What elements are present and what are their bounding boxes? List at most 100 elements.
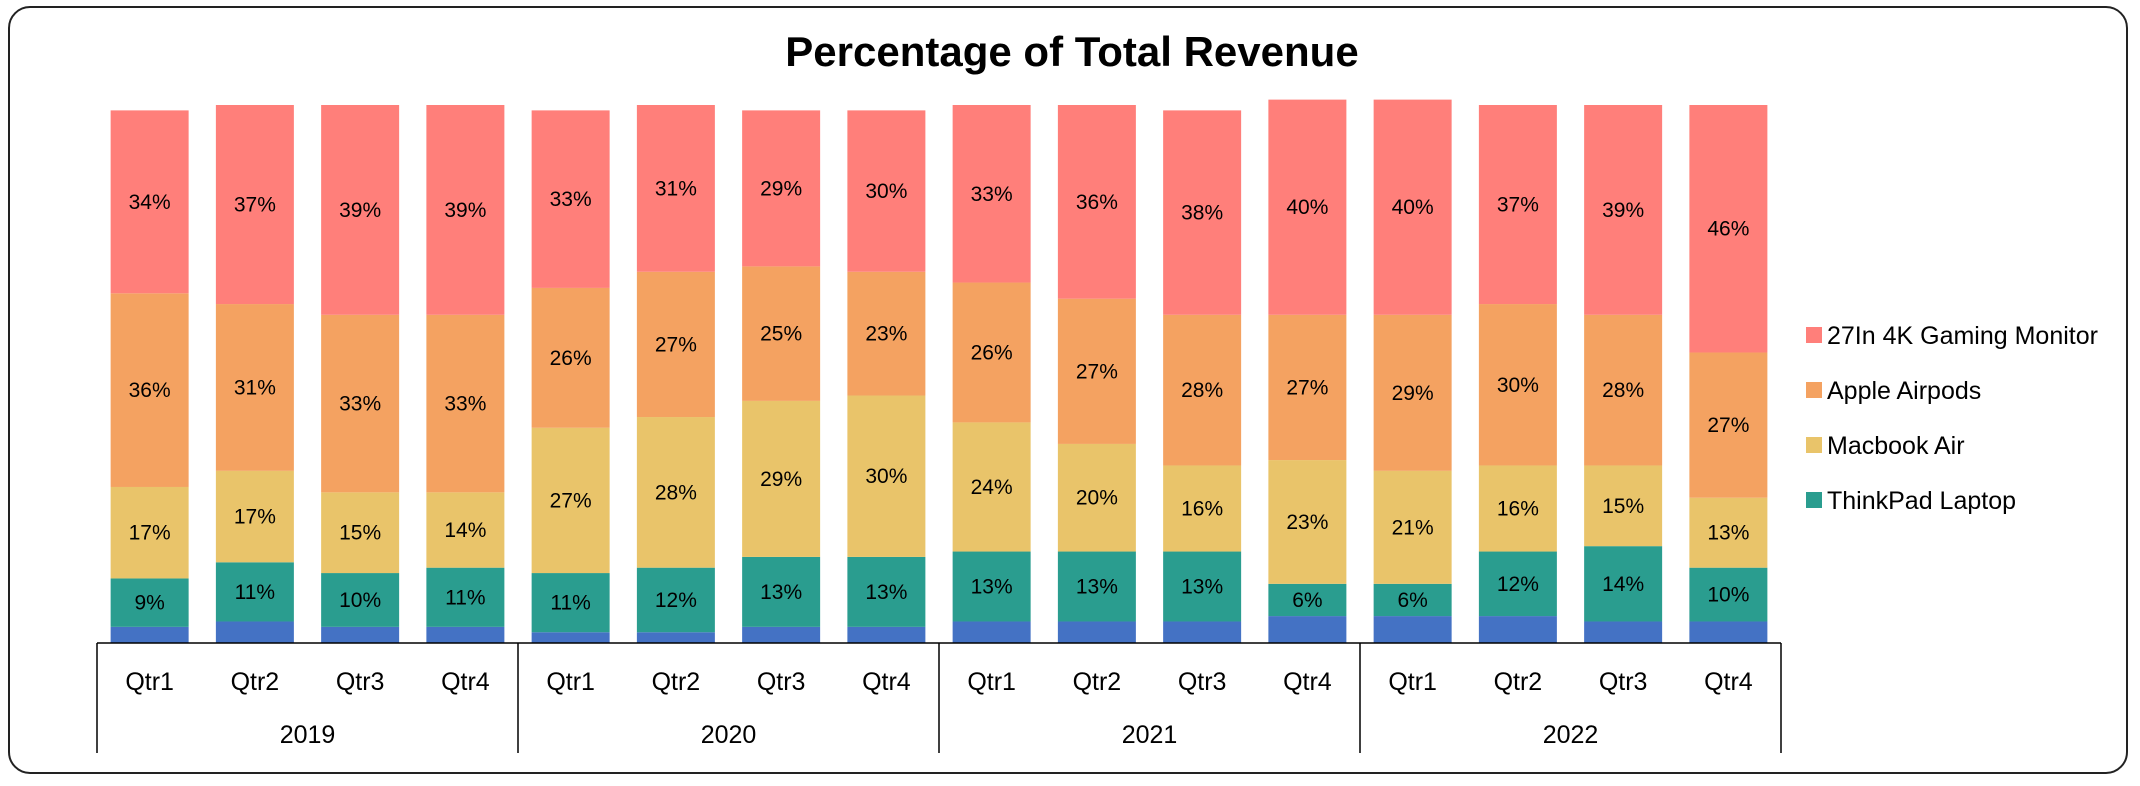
bar-segment: [110, 626, 189, 643]
data-label: 29%: [1392, 382, 1434, 405]
tick-label: Qtr1: [546, 668, 595, 696]
data-label: 21%: [1392, 516, 1434, 539]
data-label: 29%: [760, 177, 802, 200]
bar-segment: [1373, 583, 1452, 617]
chart-title: Percentage of Total Revenue: [785, 28, 1358, 75]
data-label: 6%: [1292, 589, 1322, 612]
data-label: 33%: [444, 393, 486, 416]
data-label: 13%: [760, 581, 802, 604]
bar-segment: [952, 105, 1031, 283]
bar-segment: [1163, 110, 1242, 315]
tick-label: Qtr2: [231, 668, 280, 696]
bar-segment: [1268, 460, 1347, 584]
data-label: 26%: [971, 341, 1013, 364]
bar-segment: [742, 266, 821, 401]
bar-segment: [636, 417, 715, 568]
bar-segment: [1057, 298, 1136, 444]
legend-swatch: [1806, 327, 1822, 343]
bar-segment: [110, 293, 189, 487]
bar-segment: [321, 626, 400, 643]
data-label: 28%: [1602, 379, 1644, 402]
data-label: 40%: [1392, 196, 1434, 219]
data-label: 30%: [1497, 374, 1539, 397]
data-label: 14%: [444, 519, 486, 542]
tick-label: Qtr4: [441, 668, 490, 696]
bar-segment: [1268, 99, 1347, 315]
bar-segment: [952, 551, 1031, 622]
bar-segment: [1163, 314, 1242, 466]
data-label: 40%: [1286, 196, 1328, 219]
data-label: 16%: [1497, 498, 1539, 521]
tick-label: Qtr2: [1494, 668, 1543, 696]
bar-segment: [1268, 583, 1347, 617]
tick-label: Qtr2: [652, 668, 701, 696]
data-label: 16%: [1181, 498, 1223, 521]
data-label: 29%: [760, 468, 802, 491]
bar-segment: [215, 621, 294, 643]
bar-segment: [952, 422, 1031, 552]
data-label: 26%: [550, 347, 592, 370]
bar-segment: [1584, 546, 1663, 622]
bar-segment: [110, 578, 189, 627]
bar-segment: [742, 110, 821, 267]
data-label: 31%: [655, 177, 697, 200]
data-label: 20%: [1076, 487, 1118, 510]
data-label: 17%: [234, 506, 276, 529]
bar-segment: [321, 105, 400, 315]
bar-segment: [1478, 304, 1557, 466]
tick-label: Qtr3: [336, 668, 385, 696]
bar-segment: [531, 110, 610, 288]
data-label: 34%: [129, 191, 171, 214]
bar-segment: [847, 395, 926, 557]
data-label: 10%: [339, 589, 381, 612]
bar-segment: [1689, 352, 1768, 498]
tick-label: Qtr4: [862, 668, 911, 696]
legend-swatch: [1806, 382, 1822, 398]
group-label: 2019: [280, 721, 336, 749]
legend-swatch: [1806, 492, 1822, 508]
tick-label: Qtr4: [1283, 668, 1332, 696]
bar-segment: [742, 626, 821, 643]
bar-segment: [1268, 616, 1347, 643]
bar-segment: [1268, 314, 1347, 461]
bar-segment: [321, 573, 400, 627]
data-label: 11%: [550, 592, 590, 615]
data-label: 33%: [971, 183, 1013, 206]
bar-segment: [215, 470, 294, 563]
data-label: 27%: [1707, 414, 1749, 437]
data-label: 13%: [865, 581, 907, 604]
bar-segment: [531, 287, 610, 428]
bars-layer: 9% 17% 36% 34% 11% 17% 31% 37% 10% 15% 33% 39% 11% 14…: [110, 99, 1768, 643]
tick-label: Qtr1: [125, 668, 174, 696]
data-label: 38%: [1181, 202, 1223, 225]
bar-segment: [1478, 465, 1557, 552]
data-label: 13%: [971, 576, 1013, 599]
bar-segment: [321, 492, 400, 574]
bar-segment: [847, 110, 926, 272]
data-label: 13%: [1076, 576, 1118, 599]
bar-segment: [1373, 314, 1452, 471]
bar-segment: [1584, 465, 1663, 547]
data-label: 11%: [445, 586, 485, 609]
bar-segment: [1057, 621, 1136, 643]
group-label: 2022: [1543, 721, 1599, 749]
bar-segment: [1057, 443, 1136, 552]
data-label: 36%: [1076, 191, 1118, 214]
data-label: 37%: [234, 194, 276, 217]
bar-segment: [1478, 551, 1557, 617]
bar-segment: [952, 621, 1031, 643]
bar-segment: [636, 632, 715, 643]
bar-segment: [426, 626, 505, 643]
bar-segment: [1373, 470, 1452, 584]
category-axis: Qtr1 Qtr2 Qtr3 Qtr4 2019 Qtr1 Qtr2 Qtr3 Qtr4 2020…: [96, 642, 1782, 753]
data-label: 37%: [1497, 194, 1539, 217]
data-label: 27%: [655, 333, 697, 356]
group-label: 2020: [701, 721, 757, 749]
bar-segment: [321, 314, 400, 493]
bar-segment: [110, 110, 189, 294]
bar-segment: [1478, 616, 1557, 643]
data-label: 12%: [655, 589, 697, 612]
data-label: 30%: [865, 465, 907, 488]
data-label: 27%: [550, 489, 592, 512]
